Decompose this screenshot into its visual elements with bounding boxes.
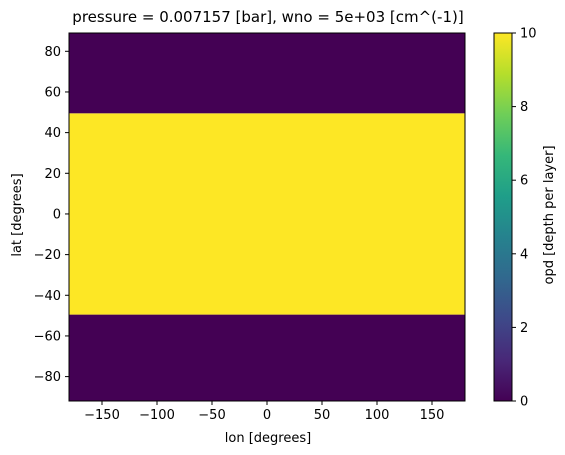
y-tick-label: 40 [44,126,61,141]
colorbar-tick-label: 0 [520,395,528,410]
y-tick-label: 60 [44,85,61,100]
y-tick-label: −60 [34,329,61,344]
colorbar-gradient [494,33,512,401]
heatmap-band-1 [69,113,465,315]
x-tick-label: −100 [139,408,175,423]
colorbar-label: opd [depth per layer] [542,145,557,284]
heatmap-band-0 [69,314,465,401]
x-axis-label: lon [degrees] [225,431,311,446]
colorbar-frame [493,32,513,402]
y-tick-label: −80 [34,370,61,385]
x-tick-label: 0 [263,408,271,423]
y-tick-label: −40 [34,289,61,304]
x-tick-label: 50 [314,408,331,423]
y-tick-label: −20 [34,248,61,263]
colorbar-tick-label: 6 [520,174,528,189]
plot-area [69,33,465,401]
x-tick-label: −50 [198,408,225,423]
y-tick-label: 0 [53,207,61,222]
x-tick-label: −150 [84,408,120,423]
colorbar-tick-label: 4 [520,247,528,262]
colorbar-tick-label: 8 [520,100,528,115]
chart-title: pressure = 0.007157 [bar], wno = 5e+03 [… [72,8,463,26]
y-tick-label: 80 [44,45,61,60]
y-axis-label: lat [degrees] [10,173,25,256]
x-tick-label: 100 [365,408,390,423]
heatmap-band-2 [69,33,465,114]
colorbar-tick-label: 10 [520,27,537,42]
axes: −150 −100 −50 0 50 100 150 −80 −60 −40 −20 0 20 40 60 8… [34,32,466,423]
x-tick-label: 150 [420,408,445,423]
colorbar: 0 2 4 6 8 10 [493,27,537,410]
y-tick-label: 20 [44,167,61,182]
colorbar-tick-label: 2 [520,321,528,336]
